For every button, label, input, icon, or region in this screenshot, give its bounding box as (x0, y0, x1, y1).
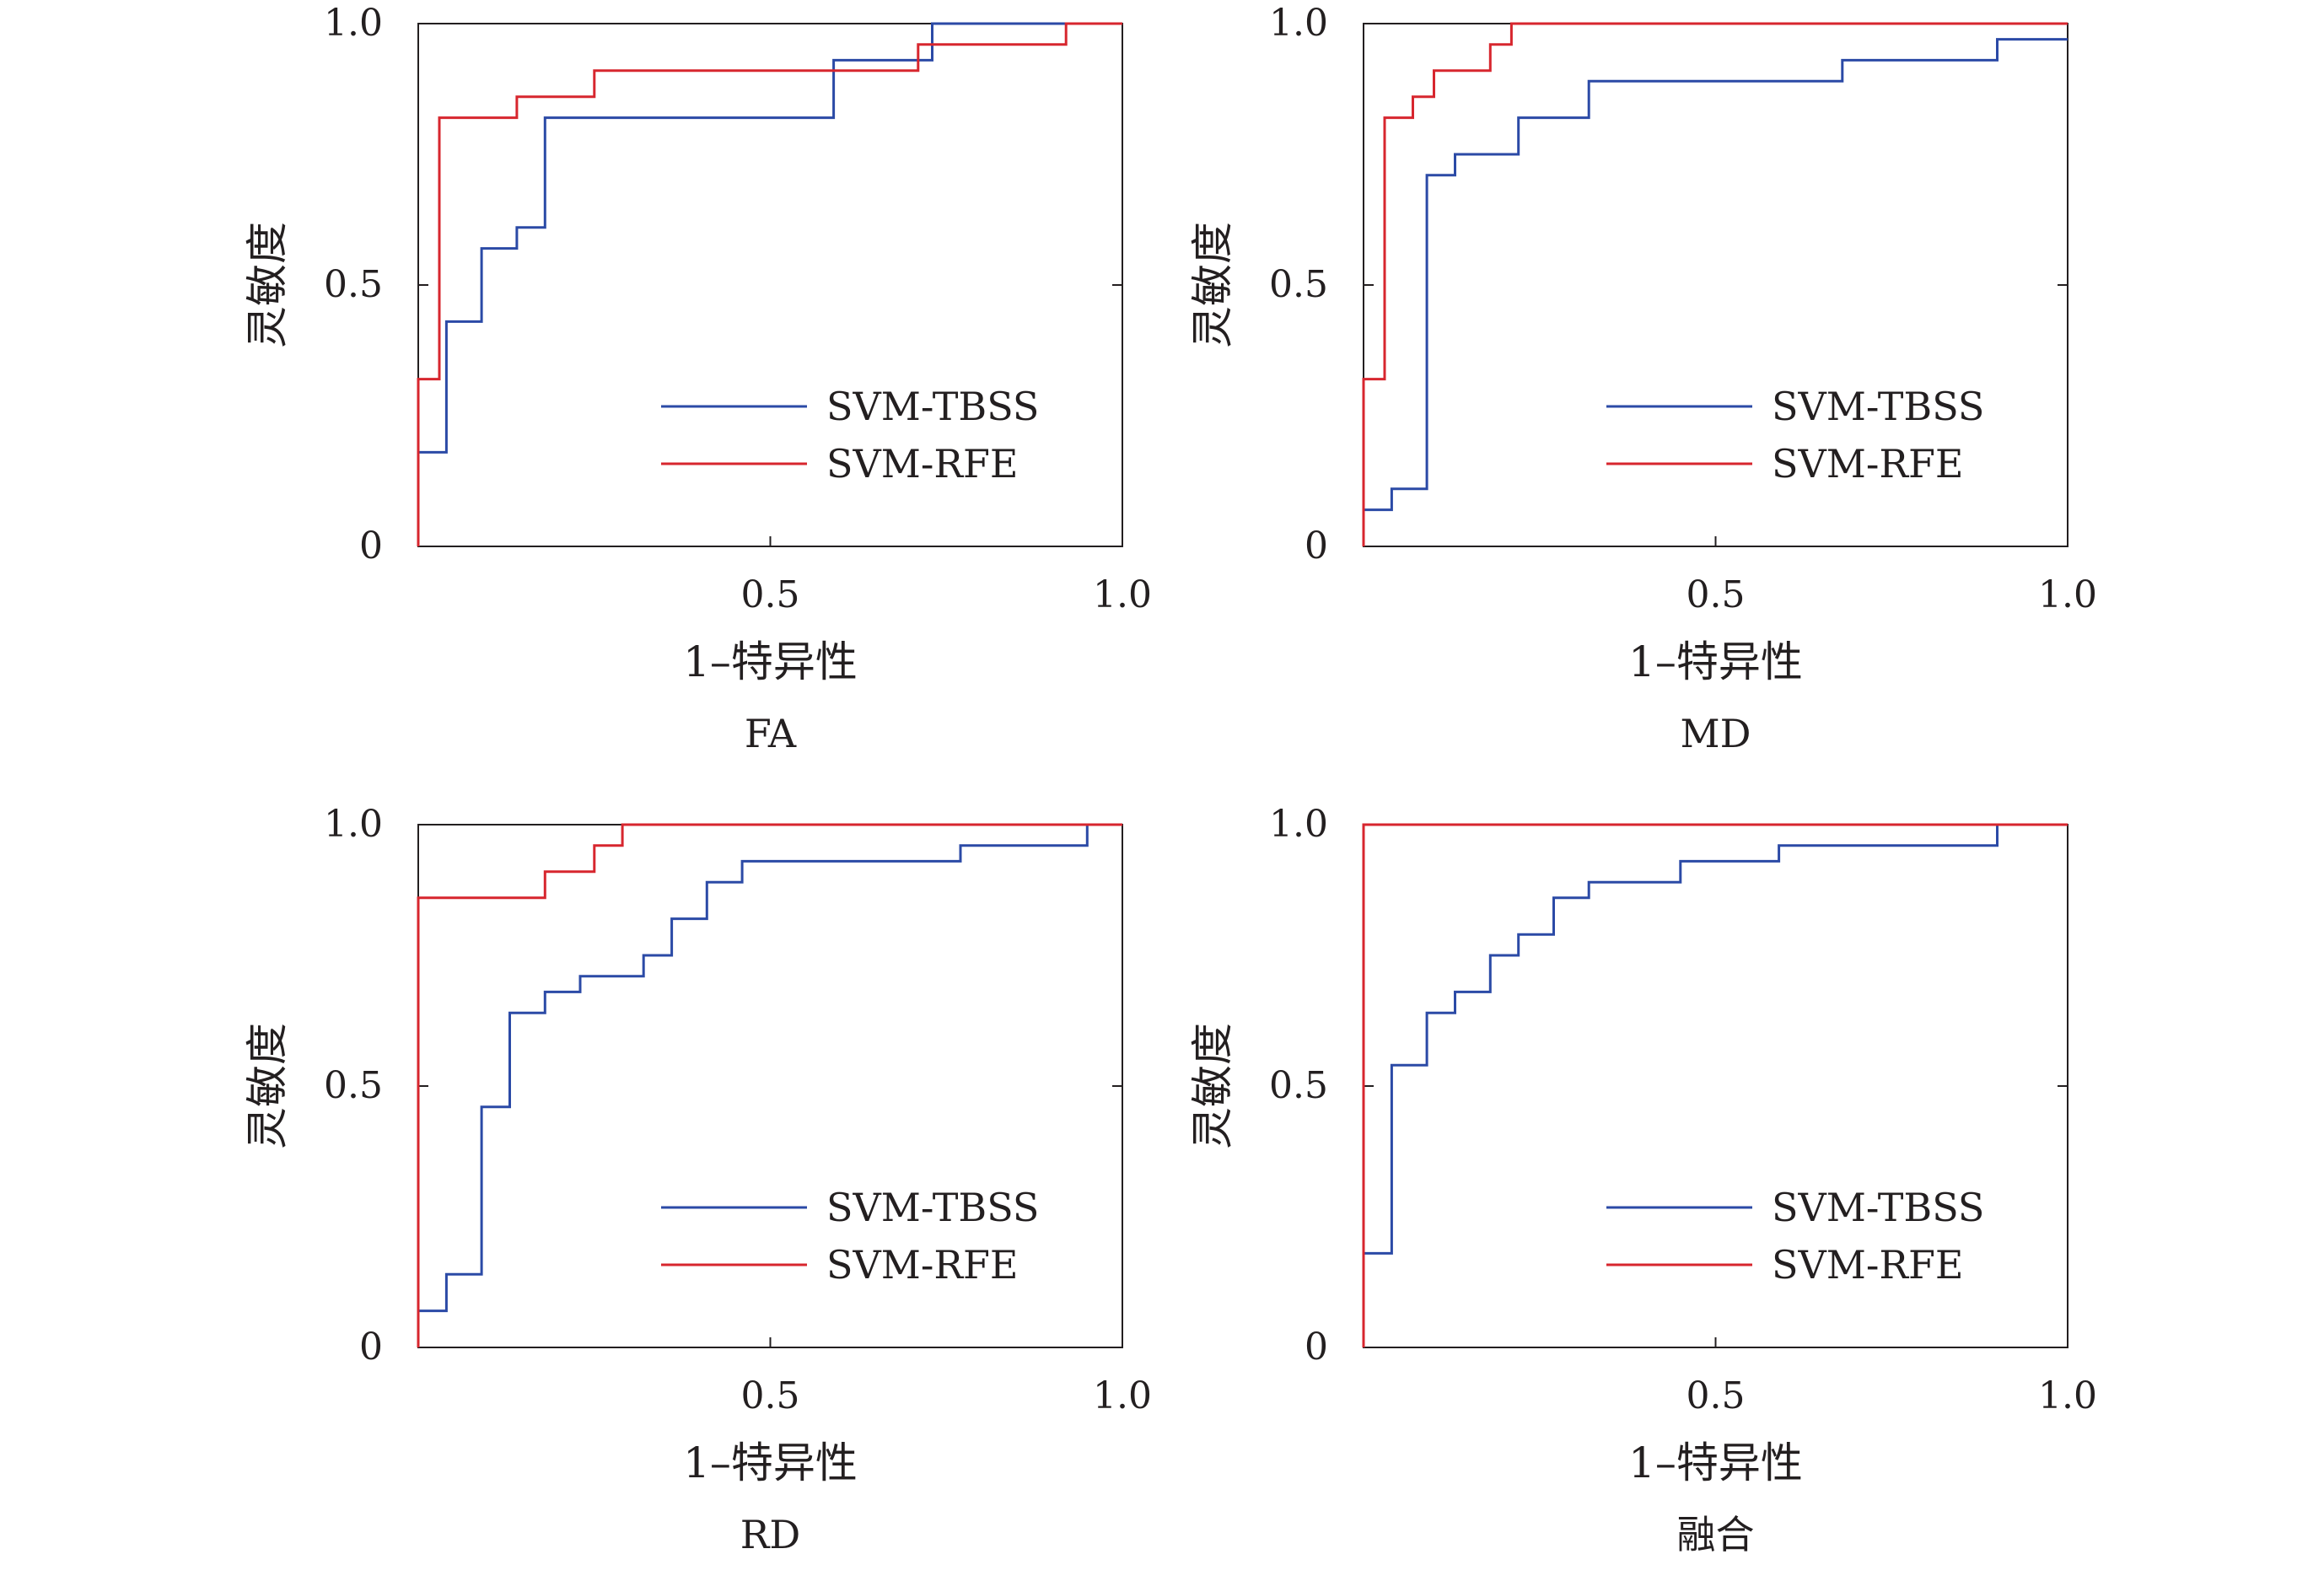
series-line-svm-rfe (1362, 823, 2068, 1347)
y-tick-label: 0.5 (324, 1064, 383, 1107)
x-axis-title: 1–特异性 (1628, 1438, 1803, 1487)
x-tick-label: 1.0 (2038, 573, 2097, 616)
x-axis-title: 1–特异性 (1628, 637, 1803, 686)
y-tick-label: 1.0 (1269, 803, 1328, 846)
legend-label: SVM-RFE (1772, 1242, 1964, 1288)
roc-chart-svg: 0.5 1.0 0 0.5 1.0 SVM-TBSS SVM-RFE 1–特异性 灵敏度 RD (243, 803, 1152, 1557)
y-tick-label: 0.5 (1269, 1064, 1328, 1107)
x-tick-label: 0.5 (1687, 573, 1746, 616)
series-line-svm-tbss (418, 823, 1122, 1313)
series-line-svm-rfe (417, 823, 1122, 1347)
legend-label: SVM-RFE (1772, 441, 1964, 487)
x-tick-label: 0.5 (741, 1374, 800, 1417)
y-axis-title: 灵敏度 (243, 1023, 292, 1149)
legend-label: SVM-TBSS (1772, 1185, 1984, 1230)
legend-label: SVM-TBSS (826, 1185, 1039, 1230)
y-axis-title: 灵敏度 (243, 222, 292, 348)
x-axis-title: 1–特异性 (683, 1438, 858, 1487)
legend-label: SVM-TBSS (1772, 384, 1984, 429)
roc-panel-fa: 0.5 1.0 0 0.5 1.0 SVM-TBSS SVM-RFE 1–特异性 灵敏度 FA (0, 0, 1162, 780)
x-tick-label: 1.0 (1093, 573, 1152, 616)
panel-caption: FA (745, 711, 797, 756)
y-tick-label: 0 (1305, 524, 1328, 567)
legend-label: SVM-RFE (826, 1242, 1019, 1288)
x-tick-label: 1.0 (2038, 1374, 2097, 1417)
series-line-svm-tbss (1364, 38, 2068, 512)
legend-label: SVM-TBSS (826, 384, 1039, 429)
series-line-svm-rfe (417, 22, 1122, 546)
y-axis-title: 灵敏度 (1188, 222, 1237, 348)
x-tick-label: 0.5 (1687, 1374, 1746, 1417)
y-tick-label: 1.0 (324, 2, 383, 45)
roc-chart-svg: 0.5 1.0 0 0.5 1.0 SVM-TBSS SVM-RFE 1–特异性 灵敏度 FA (243, 2, 1152, 756)
panel-caption: RD (740, 1512, 801, 1557)
y-tick-label: 1.0 (1269, 2, 1328, 45)
series-line-svm-tbss (417, 22, 1122, 546)
roc-panel-fusion: 0.5 1.0 0 0.5 1.0 SVM-TBSS SVM-RFE 1–特异性 灵敏度融合 (945, 801, 2107, 1581)
series-line-svm-rfe (1362, 22, 2068, 546)
y-tick-label: 0 (359, 1326, 383, 1369)
y-axis-title: 灵敏度 (1188, 1023, 1237, 1149)
series-line-svm-tbss (1364, 823, 2068, 1255)
y-tick-label: 0.5 (1269, 263, 1328, 306)
y-tick-label: 1.0 (324, 803, 383, 846)
y-tick-label: 0 (359, 524, 383, 567)
x-tick-label: 0.5 (741, 573, 800, 616)
x-axis-title: 1–特异性 (683, 637, 858, 686)
panel-caption: 融合 (1677, 1512, 1755, 1557)
x-tick-label: 1.0 (1093, 1374, 1152, 1417)
y-tick-label: 0 (1305, 1326, 1328, 1369)
roc-chart-svg: 0.5 1.0 0 0.5 1.0 SVM-TBSS SVM-RFE 1–特异性 灵敏度 MD (1188, 2, 2097, 756)
y-tick-label: 0.5 (324, 263, 383, 306)
roc-panel-rd: 0.5 1.0 0 0.5 1.0 SVM-TBSS SVM-RFE 1–特异性 灵敏度 RD (0, 801, 1162, 1581)
roc-panel-md: 0.5 1.0 0 0.5 1.0 SVM-TBSS SVM-RFE 1–特异性 灵敏度 MD (945, 0, 2107, 780)
legend-label: SVM-RFE (826, 441, 1019, 487)
panel-caption: MD (1681, 711, 1751, 756)
